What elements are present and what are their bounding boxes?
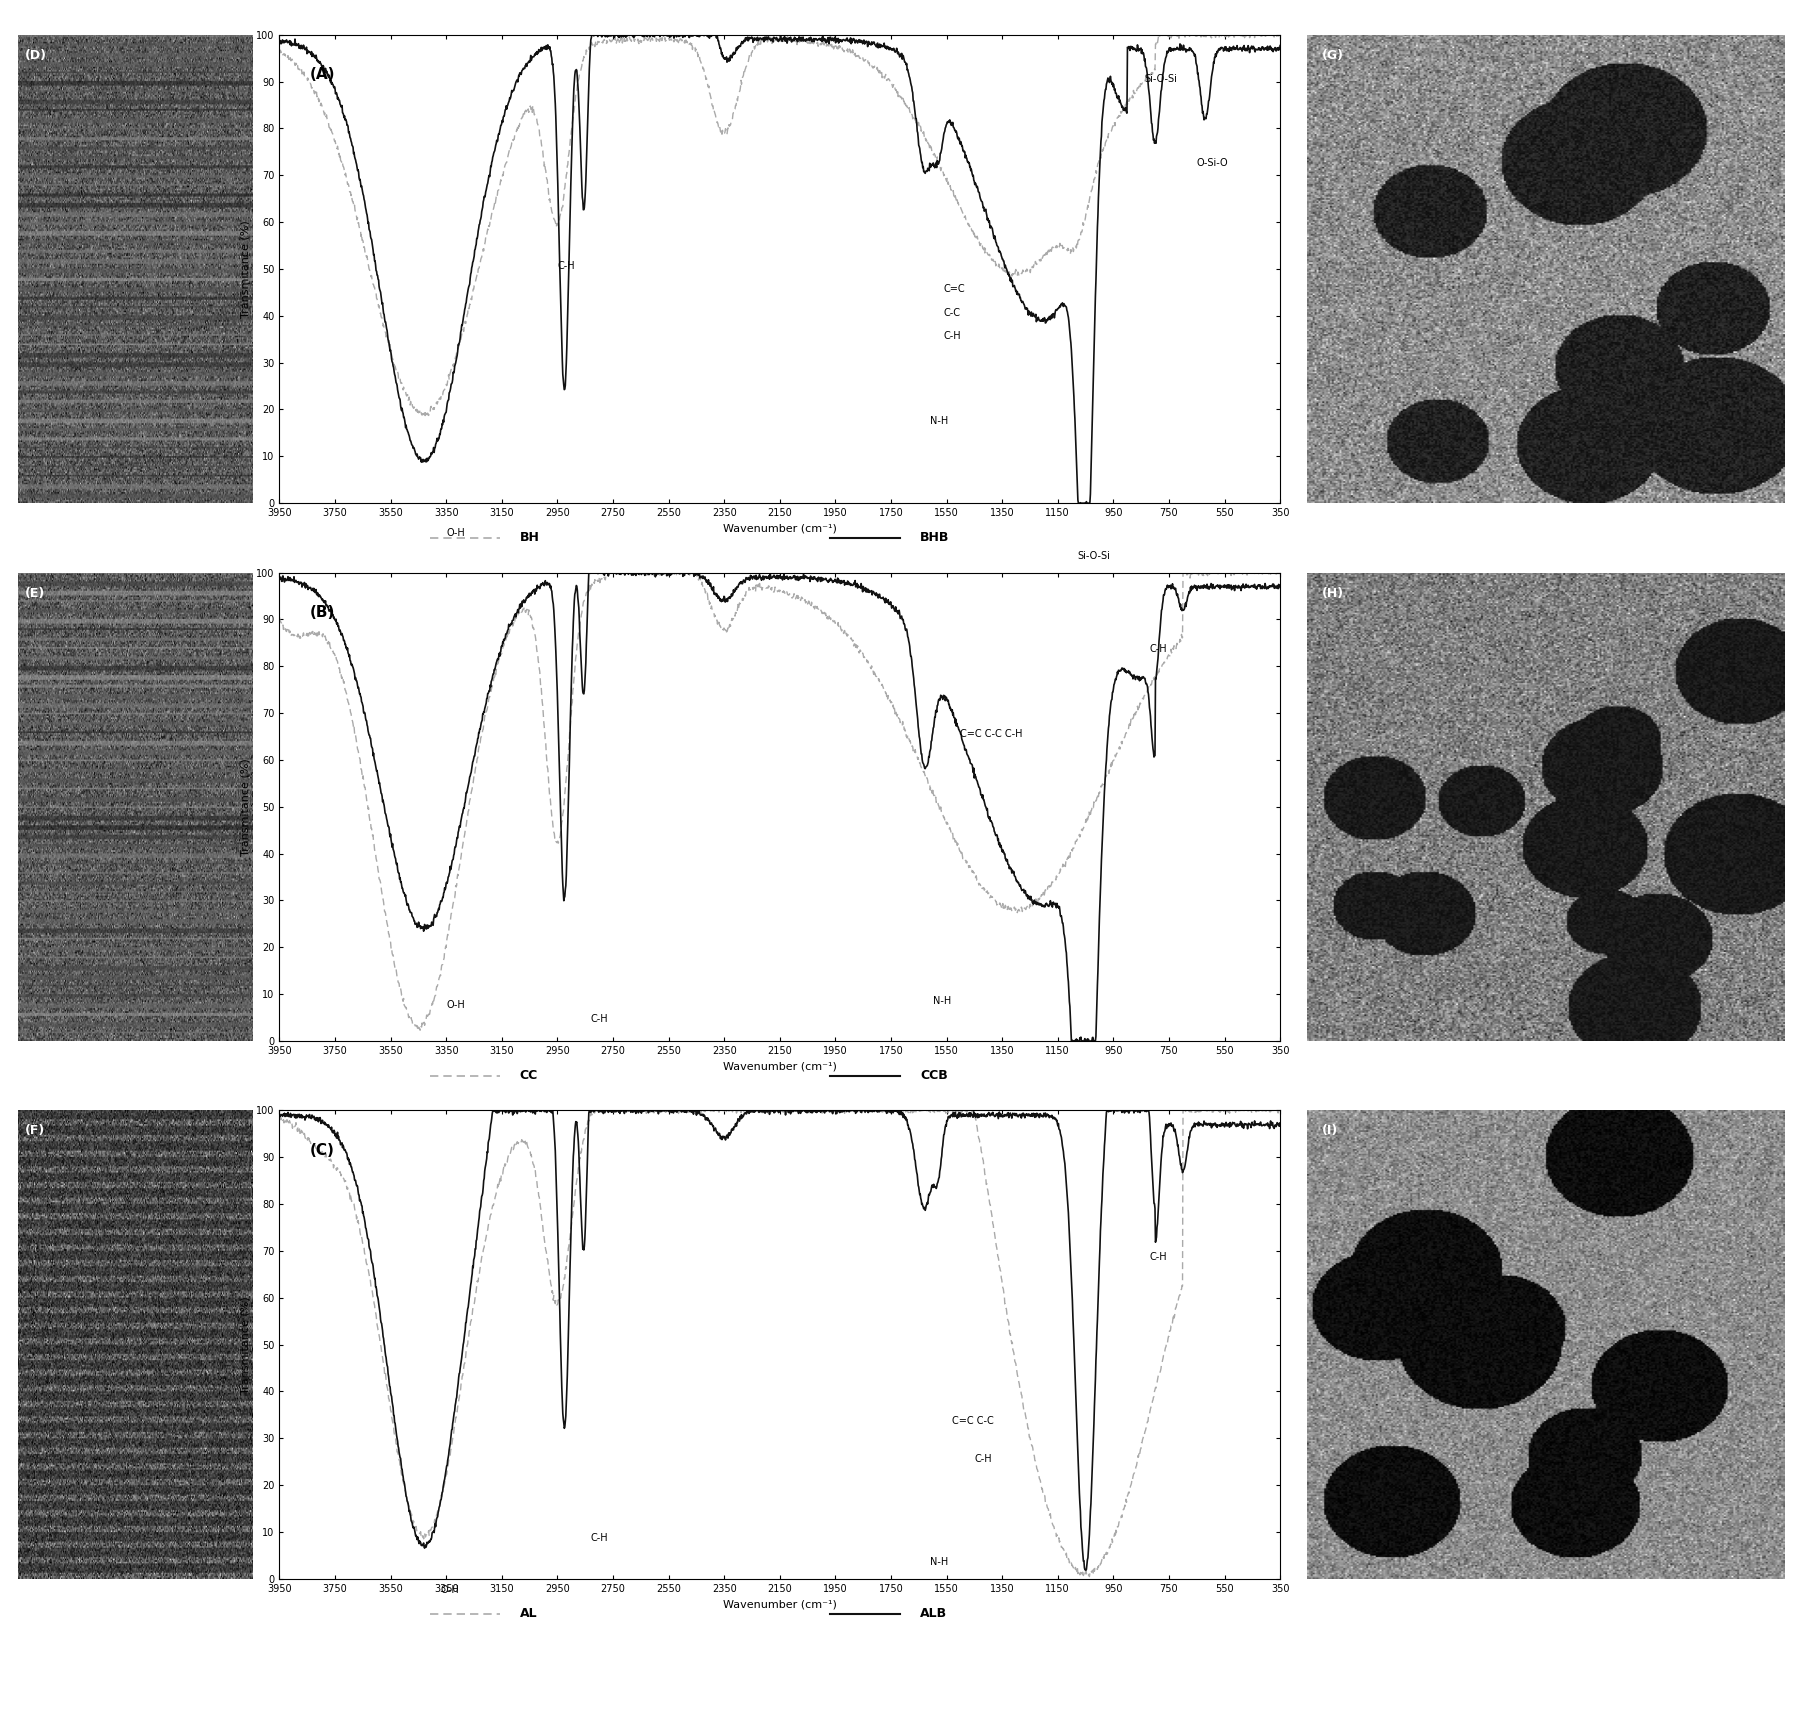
X-axis label: Wavenumber (cm⁻¹): Wavenumber (cm⁻¹): [723, 1062, 837, 1072]
Text: (I): (I): [1322, 1124, 1338, 1138]
Text: C-H: C-H: [1150, 644, 1167, 654]
Text: (H): (H): [1322, 586, 1343, 600]
Text: C-H: C-H: [591, 1534, 608, 1544]
Text: O-H: O-H: [440, 1584, 460, 1594]
Text: C-H: C-H: [943, 331, 961, 342]
Text: (E): (E): [25, 586, 45, 600]
Text: (D): (D): [25, 49, 47, 62]
Text: N-H: N-H: [930, 1556, 948, 1567]
Text: C-H: C-H: [974, 1454, 992, 1464]
Text: (C): (C): [310, 1143, 334, 1159]
Text: Si-O-Si: Si-O-Si: [1076, 552, 1111, 562]
Text: C=C C-C: C=C C-C: [952, 1416, 993, 1426]
Text: CC: CC: [519, 1069, 537, 1083]
Y-axis label: Transmitance (%): Transmitance (%): [240, 220, 251, 318]
Text: C-H: C-H: [1150, 1253, 1167, 1263]
Text: C=C C-C C-H: C=C C-C C-H: [961, 729, 1022, 739]
Text: C=C: C=C: [943, 285, 965, 295]
Text: BH: BH: [519, 531, 539, 545]
Y-axis label: Transmitance (%): Transmitance (%): [240, 1296, 251, 1393]
Text: N-H: N-H: [930, 415, 948, 425]
Text: O-Si-O: O-Si-O: [1197, 158, 1228, 168]
Text: (F): (F): [25, 1124, 45, 1138]
Text: O-H: O-H: [447, 527, 465, 538]
Text: (B): (B): [310, 606, 335, 621]
Text: C-H: C-H: [591, 1015, 608, 1024]
Text: (A): (A): [310, 68, 335, 83]
Text: N-H: N-H: [932, 996, 950, 1006]
Y-axis label: Transmitance (%): Transmitance (%): [240, 758, 251, 855]
Text: CCB: CCB: [920, 1069, 948, 1083]
Text: (G): (G): [1322, 49, 1343, 62]
X-axis label: Wavenumber (cm⁻¹): Wavenumber (cm⁻¹): [723, 1600, 837, 1610]
Text: ALB: ALB: [920, 1607, 947, 1620]
Text: BHB: BHB: [920, 531, 948, 545]
Text: AL: AL: [519, 1607, 537, 1620]
Text: C-C: C-C: [943, 307, 961, 318]
X-axis label: Wavenumber (cm⁻¹): Wavenumber (cm⁻¹): [723, 524, 837, 534]
Text: O-H: O-H: [447, 999, 465, 1010]
Text: Si-O-Si: Si-O-Si: [1143, 73, 1177, 83]
Text: C-H: C-H: [557, 260, 575, 271]
